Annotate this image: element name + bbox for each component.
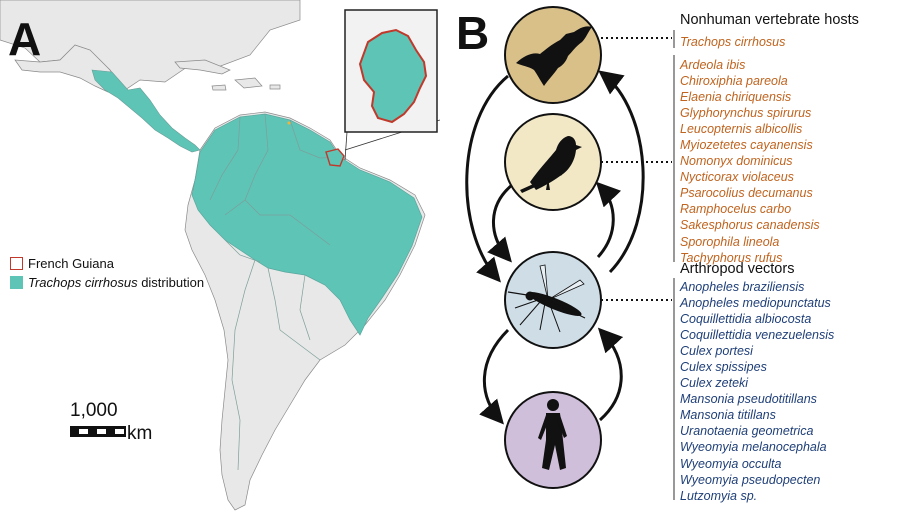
puerto-rico-land [269, 84, 281, 90]
central-america-distribution [91, 69, 201, 153]
arrow-bat-to-mosquito [465, 74, 509, 283]
species-item: Ramphocelus carbo [680, 202, 792, 217]
legend-distribution-label: Trachops cirrhosus distribution [28, 275, 205, 290]
species-item: Ardeola ibis [680, 58, 746, 72]
species-item: Culex spissipes [680, 360, 767, 375]
species-item: Nomonyx dominicus [680, 154, 793, 169]
french-guiana-highlight [325, 148, 345, 167]
inset-leader-line [344, 131, 348, 161]
species-item: Myiozetetes cayanensis [680, 138, 813, 153]
species-item: Wyeomyia melanocephala [680, 440, 827, 455]
legend-distribution: Trachops cirrhosus distribution [10, 275, 204, 290]
bat-icon [516, 26, 592, 86]
arrow-mosquito-to-human [479, 328, 510, 425]
north-america-land [0, 0, 301, 91]
arrow-bird-to-mosquito [487, 183, 513, 263]
arrow-mosquito-to-bat [598, 70, 645, 274]
species-item: Uranotaenia geometrica [680, 424, 814, 439]
island-dot [287, 121, 291, 125]
species-item: Psarocolius decumanus [680, 186, 813, 201]
species-item: Culex portesi [680, 344, 753, 359]
species-item: Sporophila lineola [680, 234, 780, 249]
species-item: Wyeomyia occulta [680, 456, 782, 471]
legend-french-guiana-label: French Guiana [28, 256, 114, 271]
species-item: Wyeomyia pseudopecten [680, 472, 821, 487]
transmission-cycle [465, 6, 675, 500]
species-item: Culex zeteki [680, 376, 749, 391]
scale-unit: km [127, 423, 153, 444]
legend-french-guiana: French Guiana [10, 256, 114, 271]
hispaniola-land [234, 77, 263, 89]
species-item: Coquillettidia venezuelensis [680, 328, 835, 343]
species-item: Trachops cirrhosus [680, 35, 786, 49]
species-item: Elaenia chiriquensis [680, 90, 792, 105]
red-outline-swatch [10, 257, 23, 270]
species-item: Chiroxiphia pareola [680, 74, 788, 89]
species-item: Anopheles braziliensis [680, 280, 805, 294]
species-item: Coquillettidia albiocosta [680, 312, 812, 327]
mosquito-icon [507, 264, 586, 333]
scale-value: 1,000 [70, 400, 118, 421]
scale-bar-graphic [70, 426, 126, 437]
species-item: Nycticorax violaceus [680, 170, 794, 185]
teal-swatch [10, 276, 23, 289]
cuba-land [174, 59, 231, 75]
species-item: Lutzomyia sp. [680, 488, 758, 503]
species-item: Mansonia titillans [680, 408, 776, 423]
species-item: Glyphorynchus spirurus [680, 106, 812, 121]
panel-a-label: A [8, 13, 42, 65]
species-item: Anopheles mediopunctatus [680, 296, 831, 311]
species-item: Sakesphorus canadensis [680, 218, 820, 233]
bird-icon [520, 136, 582, 193]
human-icon [538, 399, 567, 470]
arrow-human-to-mosquito [597, 327, 624, 422]
species-item: Mansonia pseudotitillans [680, 392, 817, 407]
bat-species-list: Trachops cirrhosus [680, 34, 785, 50]
distribution-map [0, 0, 441, 511]
arrow-mosquito-to-bird [595, 181, 622, 259]
species-item: Leucopternis albicollis [680, 122, 803, 137]
vector-species-list: Anopheles braziliensis Anopheles mediopun… [680, 279, 834, 504]
french-guiana-inset [358, 28, 428, 124]
hosts-heading: Nonhuman vertebrate hosts [680, 12, 859, 28]
species-item: Tachyphorus rufus [680, 250, 783, 265]
panel-b-label: B [456, 7, 490, 59]
jamaica-land [211, 84, 227, 91]
vectors-heading: Arthropod vectors [680, 261, 795, 277]
map-panel: A French Guiana Trachops cirrhosus distr… [0, 0, 441, 519]
bird-species-list: Ardeola ibis Chiroxiphia pareola Elaenia c… [680, 57, 820, 266]
